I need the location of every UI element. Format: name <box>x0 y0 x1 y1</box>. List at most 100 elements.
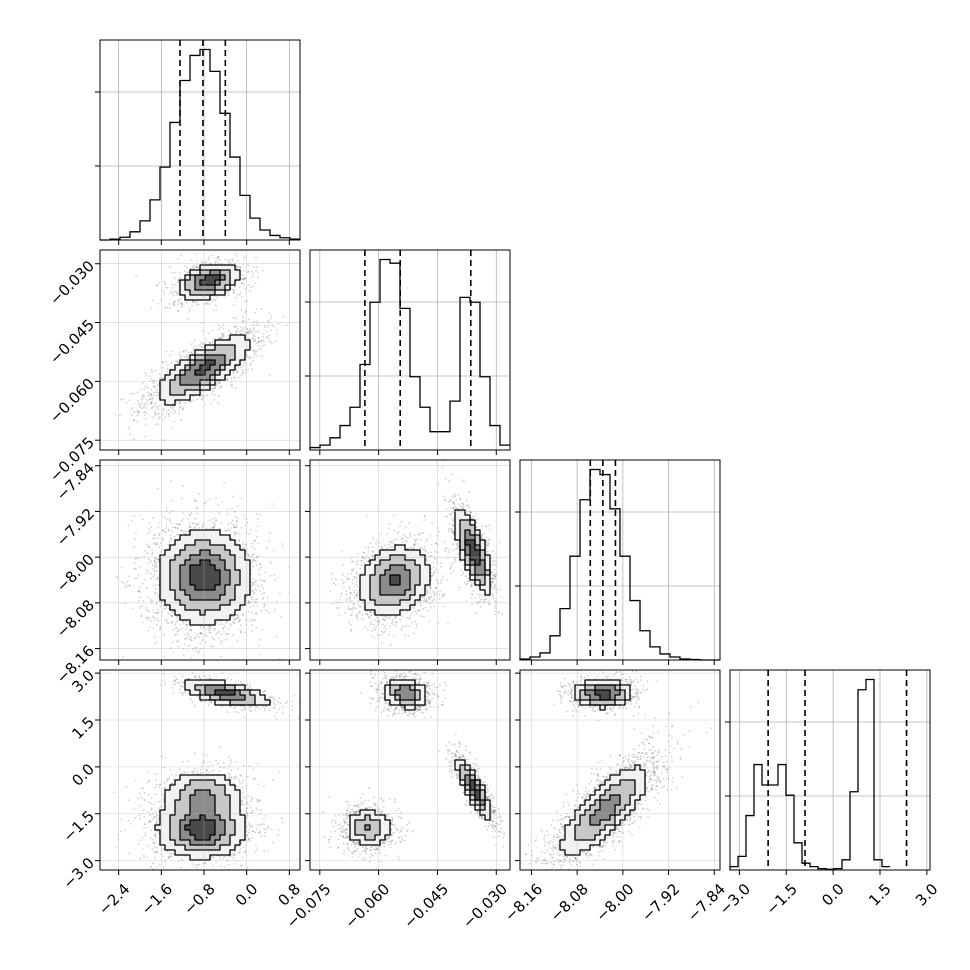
histogram-panel-3 <box>725 669 931 871</box>
x-tick-label: 0.0 <box>818 880 848 910</box>
contour-level <box>469 779 481 801</box>
panel-frame <box>309 249 511 451</box>
contour-level <box>179 549 231 601</box>
y-ticks-2-1 <box>305 465 310 650</box>
panel-frame <box>729 669 931 871</box>
density-cells <box>560 680 646 856</box>
x-tick-label: −8.08 <box>547 880 592 925</box>
panel-frame <box>519 459 721 661</box>
panel-background <box>730 670 930 870</box>
y-tick-label: −1.5 <box>60 807 98 845</box>
scatter-panel-3-0 <box>99 669 301 871</box>
y-tick-label: −7.92 <box>53 505 98 550</box>
x-ticks-2-2 <box>530 660 715 665</box>
contour-level <box>369 519 491 606</box>
scatter-panel-2-1 <box>309 459 511 661</box>
panel-frame <box>519 669 721 871</box>
panel-frame <box>99 249 301 451</box>
x-ticks-1-0 <box>118 450 290 455</box>
contour-lines <box>359 509 491 616</box>
x-ticks-3-3: −3.0 −1.5 0.0 1.5 3.0 <box>716 870 942 919</box>
x-tick-label: −2.4 <box>95 880 133 918</box>
panel-background <box>520 460 720 660</box>
y-ticks-3-2 <box>515 672 520 862</box>
contour-lines <box>154 679 271 861</box>
x-tick-label: −0.060 <box>341 880 393 932</box>
contour-level <box>584 684 621 826</box>
x-tick-label: −8.16 <box>501 880 546 925</box>
contour-lines <box>159 529 251 626</box>
x-tick-label: 1.5 <box>865 880 895 910</box>
x-ticks-2-0 <box>118 660 290 665</box>
density-cells <box>160 530 251 626</box>
contour-lines <box>349 679 491 846</box>
contour-level <box>169 539 241 616</box>
x-tick-label: −1.5 <box>763 880 801 918</box>
contour-level <box>184 689 236 841</box>
density-cells <box>160 265 251 406</box>
scatter-panel-1-0 <box>99 249 301 451</box>
y-tick-label: −8.08 <box>53 596 98 641</box>
y-tick-label: 0.0 <box>68 760 98 790</box>
x-tick-label: 0.0 <box>232 880 262 910</box>
x-tick-label: −7.92 <box>638 880 683 925</box>
contour-lines <box>159 264 251 406</box>
x-ticks-3-2: −8.16 −8.08 −8.00 −7.92 −7.84 <box>501 870 729 925</box>
contour-lines <box>559 679 646 856</box>
y-tick-label: −0.045 <box>46 316 98 368</box>
contour-level <box>179 269 226 386</box>
histogram-bins <box>100 48 300 241</box>
panel-frame <box>309 459 511 661</box>
density-layer <box>115 480 291 660</box>
histogram-step <box>100 48 300 241</box>
histogram-bins <box>519 468 720 661</box>
x-tick-label: −8.00 <box>592 880 637 925</box>
y-ticks-3-1 <box>305 672 310 862</box>
contour-level <box>189 559 221 591</box>
scatter-panel-2-0 <box>99 459 301 661</box>
y-ticks-3-0: −3.0−1.50.01.53.0 <box>60 666 100 892</box>
contour-level <box>574 684 636 841</box>
y-ticks-2-0: −8.16−8.08−8.00−7.92−7.84 <box>53 459 100 687</box>
y-tick-label: −0.030 <box>46 257 98 309</box>
contour-level <box>389 539 481 586</box>
x-tick-label: −0.030 <box>459 880 511 932</box>
x-ticks-1-1 <box>319 450 497 455</box>
histogram-step <box>309 258 510 450</box>
histogram-bins <box>729 678 890 870</box>
histogram-panel-2 <box>515 459 721 661</box>
panel-frame <box>99 669 301 871</box>
contour-level <box>354 684 486 841</box>
x-tick-label: −1.6 <box>138 880 176 918</box>
density-layer <box>520 670 713 870</box>
density-cells <box>360 510 491 616</box>
histogram-panel-1 <box>305 249 511 451</box>
y-tick-label: −0.060 <box>46 375 98 427</box>
x-tick-label: −0.045 <box>400 880 452 932</box>
density-layer <box>113 671 300 870</box>
contour-level <box>594 689 611 701</box>
histogram-step <box>729 678 890 870</box>
contour-level <box>359 509 491 616</box>
contour-level <box>159 529 251 626</box>
x-ticks-3-0: −2.4 −1.6 −0.8 0.0 0.8 <box>95 870 304 919</box>
histogram-step <box>519 468 720 661</box>
x-tick-label: −0.8 <box>180 880 218 918</box>
contour-level <box>159 264 251 406</box>
panel-frame <box>99 39 301 241</box>
x-ticks-3-1: −0.075 −0.060 −0.045 −0.030 <box>283 870 511 932</box>
y-tick-label: −3.0 <box>60 854 98 892</box>
x-ticks-0-0 <box>118 240 290 245</box>
y-tick-label: 1.5 <box>68 713 98 743</box>
density-layer <box>329 460 510 646</box>
scatter-panel-3-1 <box>309 669 511 871</box>
density-layer <box>114 250 291 450</box>
scatter-panel-3-2 <box>519 669 721 871</box>
contour-level <box>169 269 236 396</box>
panel-frame <box>309 669 511 871</box>
y-tick-label: −8.00 <box>53 550 98 595</box>
histogram-bins <box>309 258 510 450</box>
panel-frame <box>99 459 301 661</box>
x-ticks-2-1 <box>319 660 497 665</box>
